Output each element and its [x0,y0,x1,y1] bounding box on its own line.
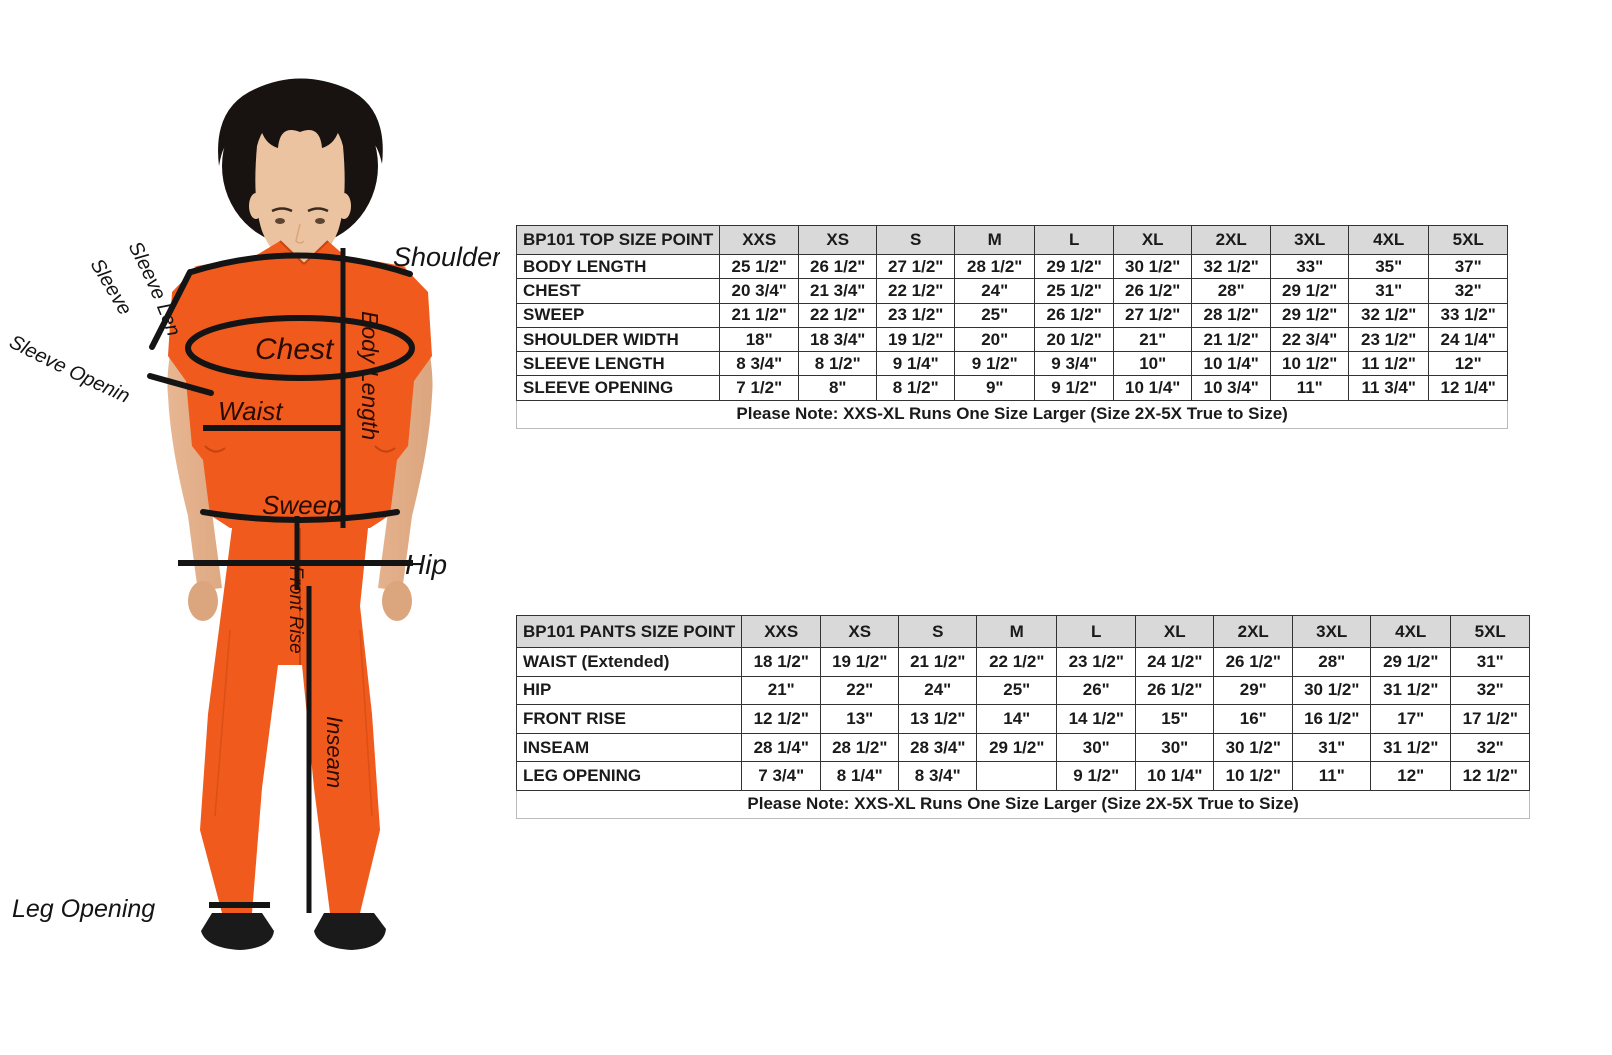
svg-text:Sweep: Sweep [262,490,342,520]
svg-text:Sleeve Opening: Sleeve Opening [0,0,133,408]
svg-text:Sleeve Length: Sleeve Length [0,0,184,339]
svg-text:Front Rise: Front Rise [285,566,306,654]
svg-text:Shoulder: Shoulder [393,242,500,272]
svg-text:Inseam: Inseam [322,716,347,788]
svg-text:Hip: Hip [405,549,447,580]
svg-text:Sleeve: Sleeve [86,255,136,319]
svg-text:Chest: Chest [255,333,335,366]
svg-text:Leg Opening: Leg Opening [12,895,155,923]
svg-text:Waist: Waist [218,396,284,426]
